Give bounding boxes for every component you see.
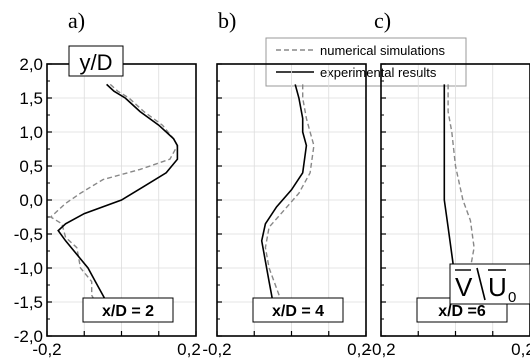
series-line-experimental <box>260 84 308 320</box>
y-tick-label: 1,0 <box>19 123 43 142</box>
panel-label: c) <box>374 8 391 33</box>
y-tick-label: -0,5 <box>14 225 43 244</box>
ylabel-box <box>68 45 124 77</box>
annotation-box <box>82 297 174 323</box>
u-subscript: 0 <box>508 289 516 306</box>
annotation-label: x/D = 4 <box>272 303 324 320</box>
y-tick-label: -1,0 <box>14 259 43 278</box>
x-tick-label: -0,2 <box>32 340 61 359</box>
x-tick-label: 0,2 <box>177 340 201 359</box>
annotation-label: x/D =6 <box>438 303 486 320</box>
series-line-experimental <box>57 83 179 316</box>
v-axis-label: V <box>455 272 473 302</box>
legend-label: numerical simulations <box>320 43 445 58</box>
axis-label-slash <box>476 267 486 301</box>
panel-2: -0,2 0,2 b) x/D = 4 <box>202 8 370 359</box>
panel-1: 2,01,51,00,50,0-0,5-1,0-1,5-2,0-0,2 0,2a)… <box>14 8 467 359</box>
annotation-label: x/D = 2 <box>102 303 154 320</box>
y-tick-label: 0,5 <box>19 157 43 176</box>
panel-label: b) <box>218 8 236 33</box>
y-tick-label: 1,5 <box>19 89 43 108</box>
y-tick-label: 0,0 <box>19 191 43 210</box>
panel-label: a) <box>68 8 85 33</box>
y-tick-label: -2,0 <box>14 327 43 346</box>
legend-label: experimental results <box>320 65 437 80</box>
series-line-numerical <box>49 83 179 316</box>
series-line-numerical <box>264 84 315 320</box>
annotation-box <box>252 297 344 323</box>
y-tick-label: 2,0 <box>19 55 43 74</box>
u-symbol: U <box>488 272 507 302</box>
x-tick-label: -0,2 <box>366 340 395 359</box>
x-tick-label: 0,2 <box>347 340 371 359</box>
y-axis-label: y/D <box>80 50 113 75</box>
x-tick-label: -0,2 <box>202 340 231 359</box>
y-tick-label: -1,5 <box>14 293 43 312</box>
x-tick-label: 0,2 <box>511 340 530 359</box>
